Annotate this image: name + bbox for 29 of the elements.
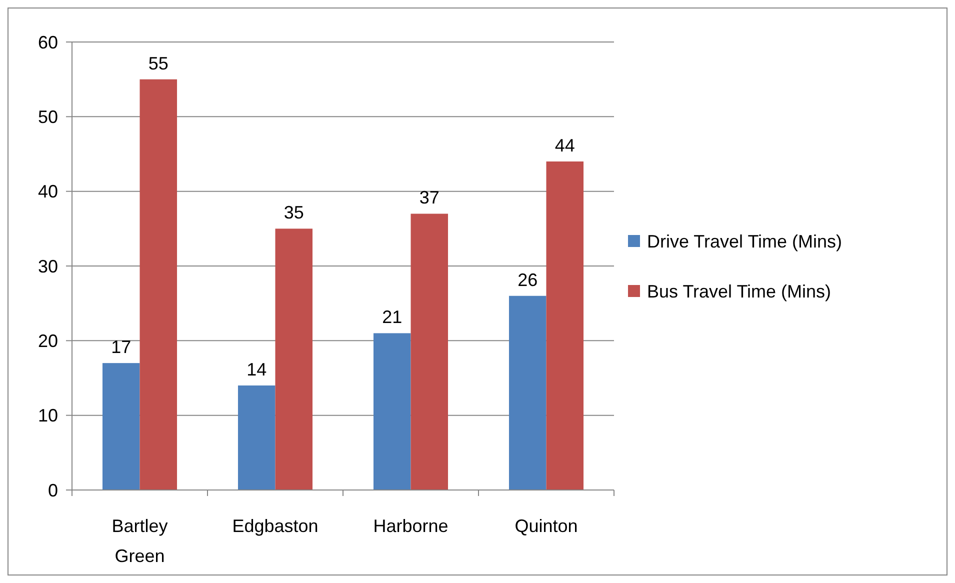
data-label: 35: [284, 202, 304, 223]
y-tick-label: 0: [48, 480, 58, 500]
data-label: 14: [246, 359, 267, 380]
bar: [102, 363, 140, 490]
data-label: 55: [148, 53, 168, 74]
y-tick-label: 30: [38, 256, 58, 276]
y-tick-label: 60: [38, 32, 58, 52]
data-label: 26: [518, 270, 538, 290]
x-tick-label: Quinton: [514, 516, 578, 536]
bar: [238, 385, 276, 490]
y-tick-label: 20: [38, 330, 58, 351]
x-tick-label: Bartley Green: [112, 516, 168, 566]
bar: [546, 161, 584, 490]
bar: [410, 214, 448, 490]
y-tick-label: 40: [38, 182, 58, 202]
legend-label: Drive Travel Time (Mins): [647, 231, 842, 252]
bar: [373, 333, 411, 490]
legend-label: Bus Travel Time (Mins): [647, 281, 832, 302]
bar: [275, 228, 313, 490]
y-tick-label: 10: [38, 406, 58, 426]
bar: [508, 296, 546, 490]
data-label: 44: [554, 135, 575, 156]
data-label: 37: [419, 188, 440, 208]
data-label: 21: [382, 307, 402, 328]
x-tick-label: Harborne: [373, 516, 448, 536]
bar: [140, 79, 178, 490]
x-tick-label: Edgbaston: [232, 516, 318, 536]
y-tick-label: 50: [38, 106, 58, 127]
data-label: 17: [111, 337, 132, 358]
